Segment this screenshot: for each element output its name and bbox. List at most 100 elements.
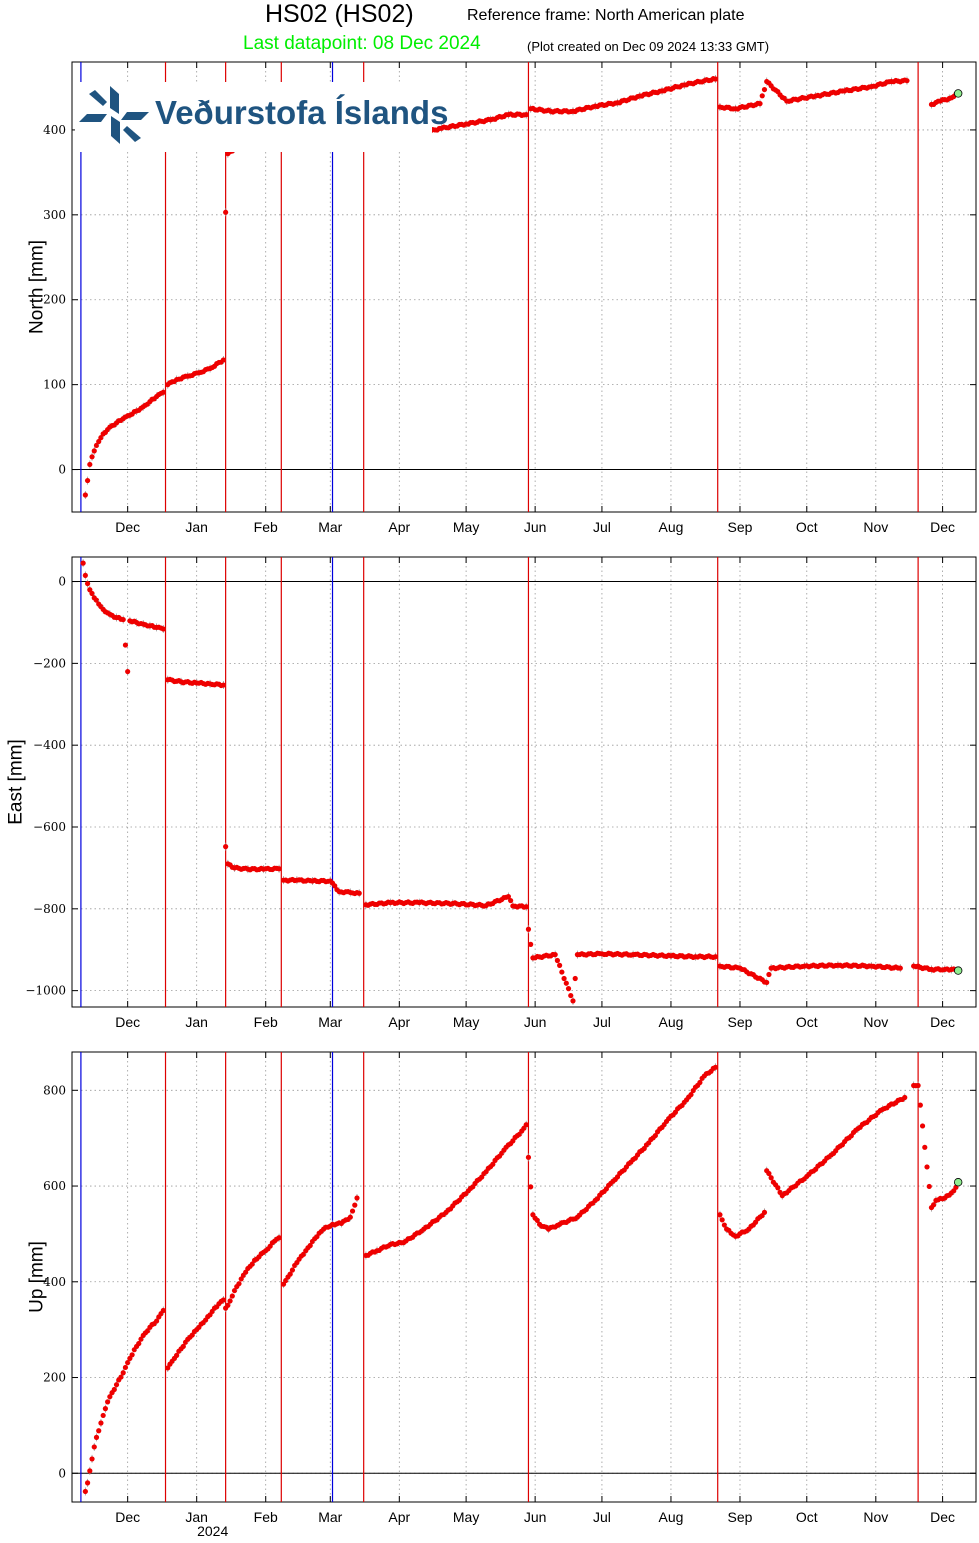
- data-point: [105, 1399, 111, 1405]
- y-tick-label: 800: [43, 1083, 66, 1097]
- data-point: [347, 1214, 353, 1220]
- data-point: [220, 1297, 227, 1303]
- data-point: [122, 642, 129, 648]
- x-tick-label: Aug: [658, 1509, 683, 1525]
- x-tick-label: Nov: [863, 519, 888, 535]
- data-point: [100, 1412, 106, 1419]
- data-point: [231, 1287, 238, 1294]
- x-tick-label: Dec: [930, 1014, 955, 1030]
- data-point: [307, 1242, 313, 1249]
- data-point: [118, 1374, 124, 1380]
- data-point: [919, 1123, 926, 1129]
- data-point: [570, 998, 576, 1004]
- data-point: [229, 1293, 235, 1299]
- data-point: [924, 1164, 930, 1170]
- plot-frame: [71, 1051, 977, 1503]
- panel-north: Dec Jan Feb Mar Apr May Jun Jul Aug Sep Oct Nov Dec 0…: [27, 61, 977, 535]
- y-tick-label: −800: [33, 902, 66, 916]
- data-point: [534, 1217, 540, 1223]
- data-point: [352, 1202, 358, 1208]
- x-tick-label: Dec: [930, 1509, 955, 1525]
- data-point: [102, 1406, 108, 1412]
- data-point: [768, 1175, 774, 1181]
- data-point: [712, 954, 719, 960]
- x-tick-label: Sep: [728, 519, 753, 535]
- x-tick-label: May: [453, 519, 479, 535]
- data-point: [721, 1222, 727, 1228]
- y-tick-label: 400: [43, 123, 66, 137]
- data-point: [87, 587, 93, 593]
- x-tick-label: Sep: [728, 1014, 753, 1030]
- data-point: [563, 980, 569, 986]
- data-point: [96, 1428, 102, 1434]
- data-point: [572, 975, 578, 982]
- data-point: [764, 979, 770, 986]
- panel-east: Dec Jan Feb Mar Apr May Jun Jul Aug Sep Oct Nov Dec 0…: [6, 556, 977, 1030]
- x-tick-label: Oct: [796, 1014, 818, 1030]
- x-tick-label: Nov: [863, 1014, 888, 1030]
- y-tick-label: 100: [43, 378, 66, 392]
- data-point: [113, 1382, 120, 1388]
- y-tick-label: −400: [33, 738, 66, 752]
- y-tick-label: 200: [43, 1371, 66, 1385]
- data-point: [565, 986, 572, 992]
- x-tick-label: Jan: [185, 1014, 208, 1030]
- y-tick-label: 0: [58, 575, 66, 589]
- data-point: [236, 1281, 242, 1287]
- x-tick-label: Apr: [388, 519, 410, 535]
- data-point: [89, 454, 95, 460]
- data-point: [227, 1298, 233, 1304]
- x-tick-label: Feb: [254, 1509, 278, 1525]
- data-point: [93, 442, 100, 449]
- data-point: [180, 1343, 186, 1350]
- data-point: [276, 1235, 282, 1241]
- data-point: [717, 1212, 723, 1218]
- data-point: [84, 1480, 91, 1486]
- data-point: [688, 1092, 694, 1098]
- data-point: [220, 357, 227, 363]
- x-tick-label: Jul: [593, 1509, 611, 1525]
- x-tick-label: Dec: [930, 519, 955, 535]
- x-tick-label: Mar: [318, 519, 342, 535]
- data-points-up: [82, 1063, 961, 1496]
- y-axis-label: East [mm]: [6, 739, 27, 825]
- data-point: [249, 1261, 255, 1267]
- data-point: [917, 1102, 923, 1108]
- data-point: [356, 890, 362, 896]
- data-point: [761, 86, 768, 93]
- data-point: [87, 461, 93, 468]
- data-point: [766, 1170, 772, 1177]
- x-tick-label: May: [453, 1509, 479, 1525]
- imo-star-logo-icon: [79, 86, 149, 144]
- x-tick-label: Mar: [318, 1509, 342, 1525]
- x-tick-label: Feb: [254, 519, 278, 535]
- last-data-point: [953, 1178, 963, 1187]
- station-title: HS02 (HS02): [265, 0, 414, 28]
- x-tick-label: May: [453, 1014, 479, 1030]
- data-point: [80, 560, 86, 566]
- year-label: 2024: [197, 1523, 228, 1539]
- data-point: [82, 572, 88, 579]
- data-point: [915, 1082, 921, 1089]
- data-point: [136, 1340, 142, 1347]
- data-point: [160, 1307, 166, 1314]
- plot-created-label: (Plot created on Dec 09 2024 13:33 GMT): [527, 39, 770, 54]
- data-point: [243, 1269, 249, 1275]
- x-tick-label: Jun: [524, 519, 547, 535]
- y-tick-label: 400: [43, 1275, 66, 1289]
- x-tick-label: Jun: [524, 1014, 547, 1030]
- data-point: [904, 78, 910, 84]
- data-point: [349, 1208, 356, 1214]
- data-point: [697, 1079, 703, 1086]
- data-point: [525, 926, 532, 932]
- data-point: [766, 971, 772, 978]
- data-point: [652, 1132, 658, 1139]
- y-tick-label: −1000: [25, 984, 66, 998]
- x-tick-label: Jun: [524, 1509, 547, 1525]
- data-point: [559, 969, 565, 975]
- data-point: [154, 1318, 160, 1324]
- data-point: [554, 957, 560, 964]
- x-tick-label: Dec: [115, 1014, 140, 1030]
- data-point: [174, 1352, 180, 1358]
